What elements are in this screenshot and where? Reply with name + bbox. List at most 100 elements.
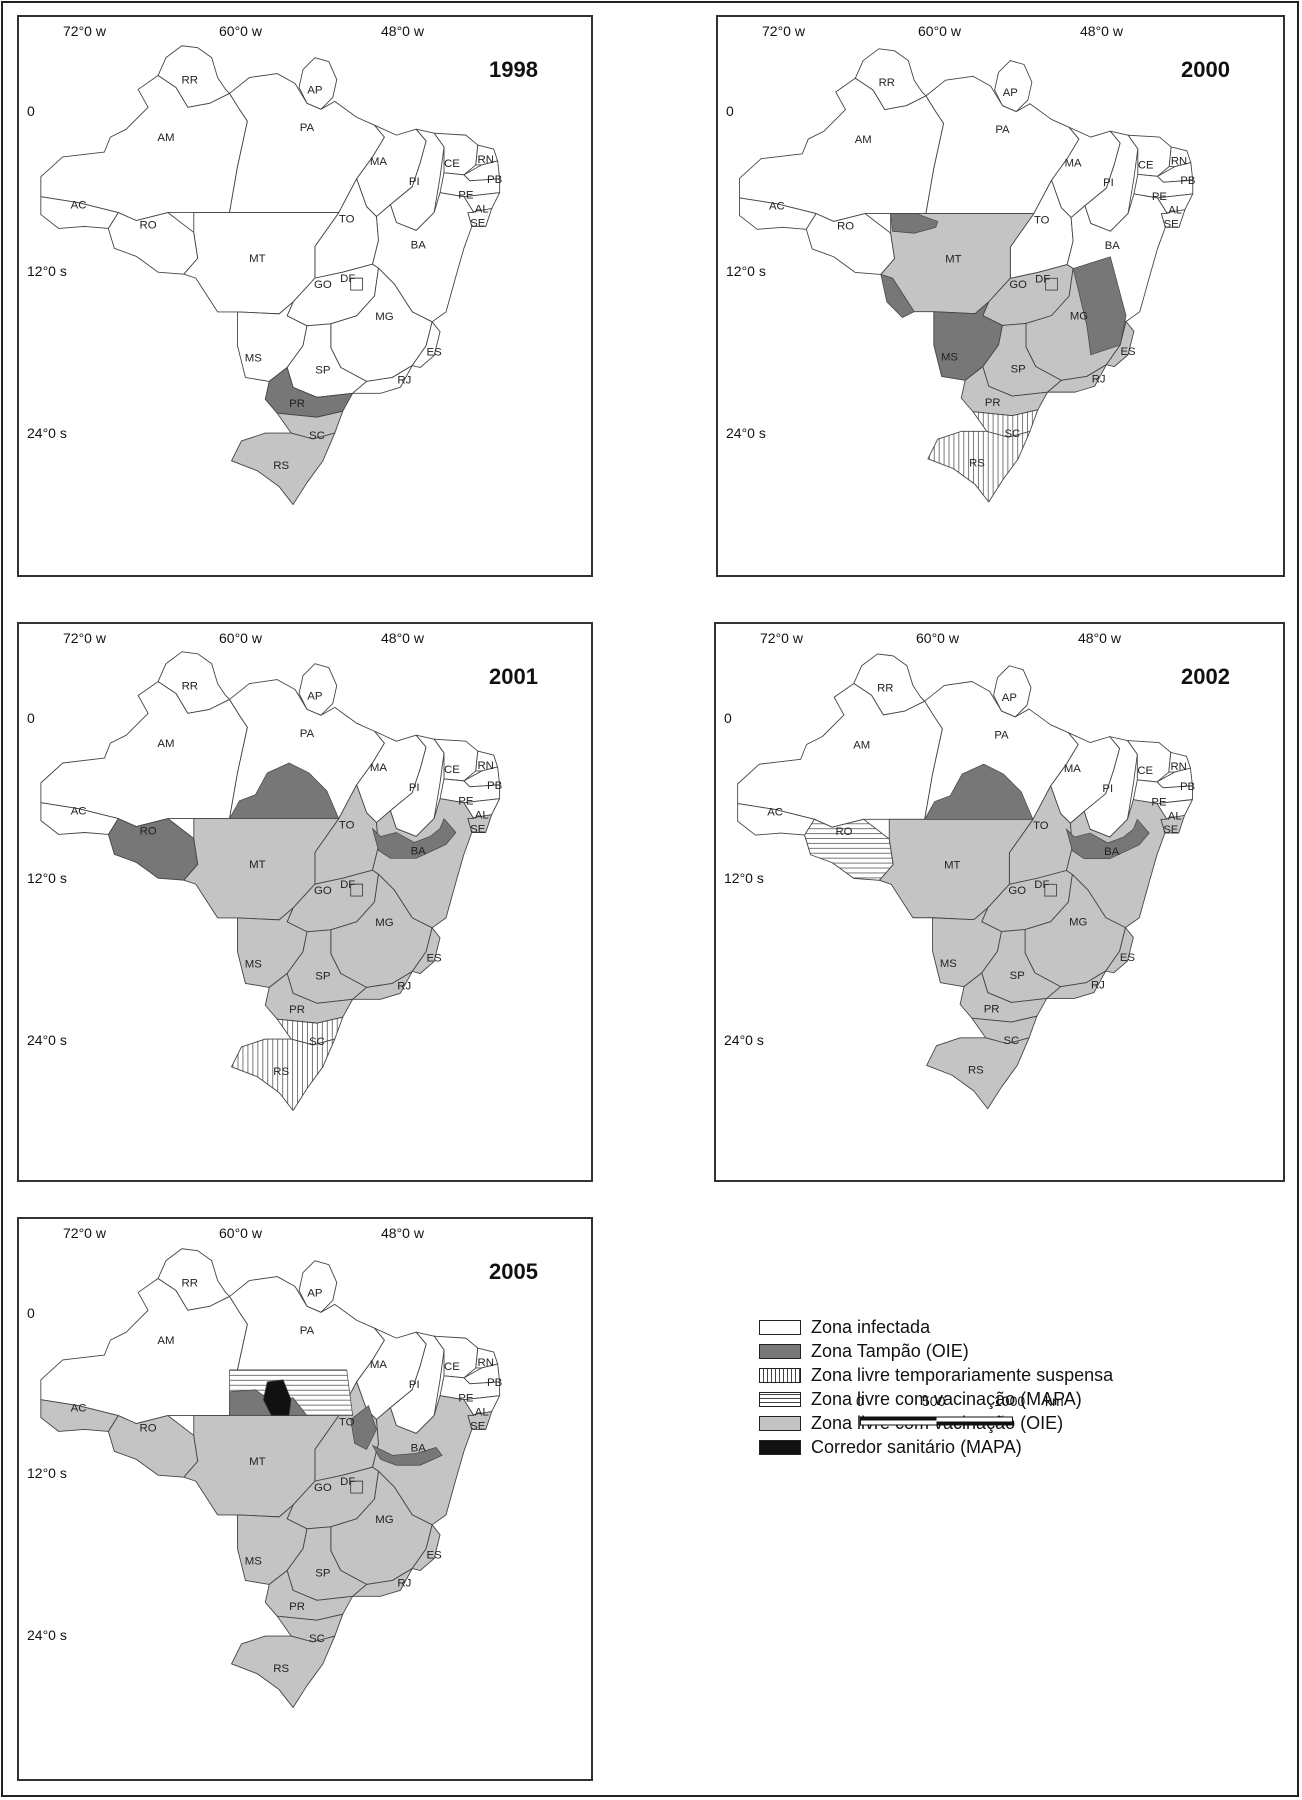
state-label-ms: MS	[245, 353, 263, 365]
state-label-se: SE	[1163, 824, 1179, 836]
state-label-to: TO	[339, 214, 355, 226]
state-label-rr: RR	[182, 74, 198, 86]
state-label-mg: MG	[375, 311, 394, 323]
state-df	[350, 883, 364, 897]
state-ac	[40, 802, 119, 835]
map-year-label: 2000	[1181, 57, 1230, 82]
state-df	[1044, 883, 1058, 897]
legend: Zona infectada Zona Tampão (OIE) Zona li…	[757, 1317, 1277, 1461]
state-label-df: DF	[340, 1476, 355, 1488]
state-label-to: TO	[339, 820, 355, 832]
state-label-ro: RO	[140, 1422, 157, 1434]
state-label-pi: PI	[409, 782, 420, 794]
state-label-rn: RN	[477, 1357, 493, 1369]
zone-patch-buffer-oie	[371, 1444, 443, 1466]
state-label-am: AM	[157, 132, 174, 144]
state-label-ce: CE	[1138, 159, 1154, 171]
legend-swatch	[759, 1344, 801, 1359]
state-label-ms: MS	[245, 959, 263, 971]
map-year-label: 2002	[1181, 664, 1230, 689]
state-label-pi: PI	[1102, 783, 1113, 795]
state-label-sp: SP	[1010, 970, 1025, 982]
state-label-rs: RS	[968, 1064, 984, 1076]
state-label-ro: RO	[140, 219, 157, 231]
state-label-ap: AP	[1002, 692, 1017, 704]
state-label-pr: PR	[984, 1003, 1000, 1015]
state-label-ba: BA	[411, 239, 427, 251]
state-label-pa: PA	[300, 122, 315, 134]
state-label-es: ES	[426, 1550, 442, 1562]
latitude-label: 24°0 s	[726, 425, 766, 441]
state-label-go: GO	[314, 1482, 332, 1494]
latitude-label: 24°0 s	[27, 1627, 67, 1643]
state-ap	[298, 663, 338, 716]
state-label-pa: PA	[994, 730, 1009, 742]
latitude-label: 0	[27, 710, 35, 726]
state-label-mt: MT	[944, 860, 960, 872]
state-label-am: AM	[157, 1335, 174, 1347]
legend-item-infected: Zona infectada	[757, 1317, 1277, 1341]
state-label-es: ES	[426, 347, 442, 359]
map-panel-2002: RR AP AM PA MA CE RN PB PI PE AL SE AC RO TO BA MT GO DF MG…	[714, 622, 1285, 1182]
state-label-pb: PB	[487, 1377, 502, 1389]
longitude-label: 72°0 w	[760, 630, 803, 646]
longitude-label: 48°0 w	[381, 630, 424, 646]
state-label-pe: PE	[1152, 191, 1168, 203]
state-label-mg: MG	[375, 917, 394, 929]
map-year-label: 2005	[489, 1259, 538, 1284]
state-ce	[1127, 134, 1172, 177]
longitude-label: 48°0 w	[1078, 630, 1121, 646]
legend-item-temp-suspended: Zona livre temporariamente suspensa	[757, 1365, 1277, 1389]
state-label-pe: PE	[1151, 797, 1167, 809]
state-label-pr: PR	[289, 1004, 305, 1016]
state-label-ma: MA	[1065, 158, 1082, 170]
state-label-ac: AC	[767, 806, 783, 818]
scale-tick-0: 0	[856, 1393, 864, 1409]
state-pr	[264, 367, 354, 418]
state-label-rj: RJ	[1092, 373, 1106, 385]
state-rs	[927, 430, 1031, 503]
latitude-label: 12°0 s	[27, 870, 67, 886]
zone-patch-buffer-oie	[228, 762, 340, 819]
state-label-df: DF	[1035, 273, 1050, 285]
state-label-es: ES	[1121, 346, 1136, 358]
state-label-sc: SC	[1004, 428, 1020, 440]
longitude-label: 60°0 w	[916, 630, 959, 646]
legend-swatch	[759, 1440, 801, 1455]
state-label-rr: RR	[182, 1277, 198, 1289]
state-ce	[433, 132, 479, 176]
latitude-label: 24°0 s	[27, 1032, 67, 1048]
state-label-pe: PE	[458, 190, 474, 202]
state-label-rs: RS	[273, 460, 289, 472]
state-ap	[993, 665, 1032, 718]
state-label-ce: CE	[444, 158, 460, 170]
state-rs	[231, 432, 336, 505]
map-panel-2001: RR AP AM PA MA CE RN PB PI PE AL SE AC RO TO BA MT GO DF MG…	[17, 622, 593, 1182]
state-pr	[264, 1570, 354, 1621]
longitude-label: 48°0 w	[381, 1225, 424, 1241]
state-rs	[926, 1037, 1030, 1110]
state-label-ms: MS	[941, 352, 958, 364]
state-label-ap: AP	[307, 1287, 322, 1299]
legend-swatch	[759, 1368, 801, 1383]
state-label-ma: MA	[1064, 763, 1081, 775]
state-label-se: SE	[470, 1420, 486, 1432]
state-label-ap: AP	[307, 84, 322, 96]
state-df	[350, 277, 364, 291]
state-label-rr: RR	[879, 77, 895, 89]
latitude-label: 12°0 s	[724, 870, 764, 886]
state-label-rj: RJ	[397, 374, 411, 386]
state-label-ac: AC	[71, 200, 87, 212]
state-ac	[40, 196, 119, 229]
state-label-go: GO	[314, 279, 332, 291]
state-label-go: GO	[1009, 279, 1027, 291]
state-label-mg: MG	[1069, 917, 1087, 929]
state-ac	[40, 1399, 119, 1432]
legend-item-buffer: Zona Tampão (OIE)	[757, 1341, 1277, 1365]
state-rs	[231, 1635, 336, 1708]
longitude-label: 48°0 w	[381, 23, 424, 39]
state-label-pb: PB	[1180, 175, 1195, 187]
